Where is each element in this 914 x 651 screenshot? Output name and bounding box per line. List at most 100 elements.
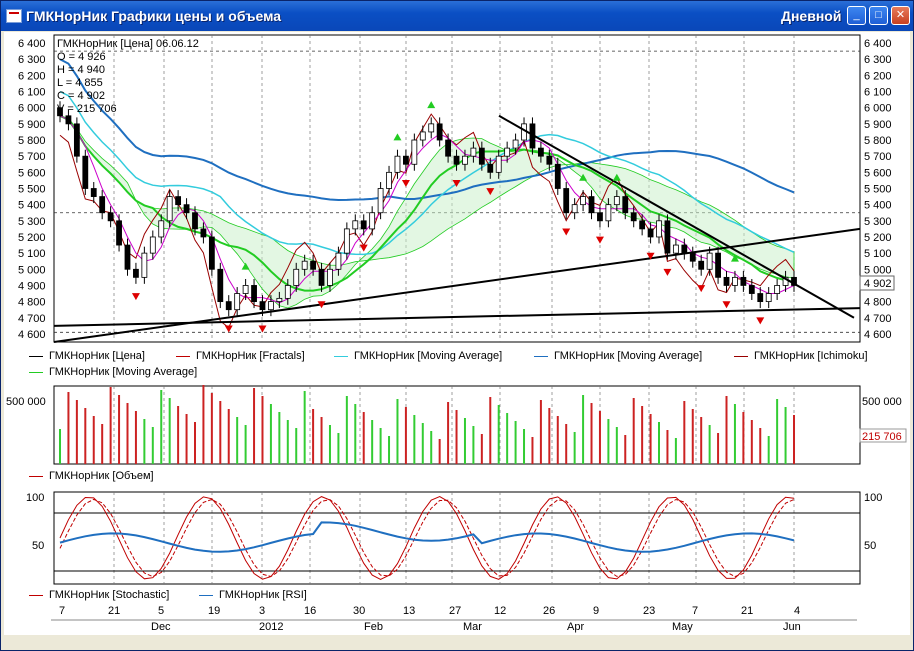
price-tick-label: 5 900 <box>18 119 46 131</box>
legend-stochastic[interactable]: ГМКНорНик [Stochastic] <box>29 589 169 601</box>
candle-body <box>757 293 764 303</box>
candle-body <box>251 285 257 303</box>
price-tick-label: 5 700 <box>864 151 892 163</box>
candle-body <box>723 276 730 286</box>
candle-body <box>681 244 688 254</box>
candle-body <box>478 147 485 165</box>
current-volume-box <box>859 428 907 443</box>
close-button[interactable]: ✕ <box>891 6 910 25</box>
oscillator-chart[interactable]: 100 50 100 50 <box>4 490 910 635</box>
candle-body <box>732 276 738 286</box>
price-pane[interactable]: 6 400 6 300 6 200 6 100 6 000 5 900 5 800 5 700… <box>4 32 910 382</box>
maximize-button[interactable]: □ <box>869 6 888 25</box>
fractal-down-marker <box>258 325 267 333</box>
date-month: Apr <box>567 621 585 633</box>
candle-body <box>327 268 333 286</box>
candle-body <box>647 228 654 238</box>
date-day: 23 <box>643 605 656 617</box>
volume-pane[interactable]: 500 000 500 000 215 706 ГМКНорНик [Объем… <box>4 384 910 488</box>
date-day: 3 <box>259 605 266 617</box>
price-tick-label: 5 000 <box>18 264 46 276</box>
date-day: 21 <box>741 605 754 617</box>
price-tick-label: 5 900 <box>864 119 892 131</box>
legend-fractals[interactable]: ГМКНорНик [Fractals] <box>176 350 305 362</box>
ma-green-line <box>59 114 795 292</box>
legend-rsi[interactable]: ГМКНорНик [RSI] <box>199 589 307 601</box>
candle-body <box>630 212 637 222</box>
legend-label: ГМКНорНик [Объем] <box>49 470 154 482</box>
date-day: 9 <box>593 605 600 617</box>
candle-body <box>419 131 426 141</box>
candle-body <box>597 212 603 222</box>
info-header: ГМКНорНик [Цена] 06.06.12 <box>57 38 199 50</box>
legend-label: ГМКНорНик [Ichimoku] <box>754 350 868 362</box>
period-label[interactable]: Дневной <box>781 8 842 24</box>
fractal-up-marker <box>579 173 588 181</box>
candle-body <box>200 228 207 238</box>
legend-price[interactable]: ГМКНорНик [Цена] <box>29 350 145 362</box>
legend-ichimoku[interactable]: ГМКНорНик [Ichimoku] <box>734 350 868 362</box>
legend-volume[interactable]: ГМКНорНик [Объем] <box>29 470 154 482</box>
candle-body <box>698 260 705 270</box>
osc-tick-100-right: 100 <box>864 492 882 504</box>
legend-ma-cyan[interactable]: ГМКНорНик [Moving Average] <box>334 350 502 362</box>
legend-swatch <box>334 355 348 357</box>
price-tick-label: 6 000 <box>864 103 892 115</box>
info-close: C = 4 902 <box>57 90 106 102</box>
candle-body <box>133 268 139 278</box>
date-day: 7 <box>59 605 66 617</box>
oscillator-pane[interactable]: 100 50 100 50 ГМКНорНик [Stochastic] ГМК… <box>4 490 910 635</box>
fractal-down-marker <box>452 180 461 188</box>
price-tick-label: 5 400 <box>864 200 892 212</box>
candle-body <box>740 276 747 286</box>
candle-body <box>276 297 283 303</box>
date-day: 21 <box>108 605 121 617</box>
candle-body <box>124 244 131 270</box>
candle-body <box>403 155 409 165</box>
legend-label: ГМКНорНик [RSI] <box>219 589 307 601</box>
price-tick-label: 5 700 <box>18 151 46 163</box>
candle-body <box>386 171 392 189</box>
candle-body <box>335 252 342 270</box>
legend-swatch <box>534 355 548 357</box>
date-day: 19 <box>208 605 221 617</box>
candle-body <box>73 123 80 157</box>
candle-body <box>394 155 401 173</box>
candle-body <box>192 212 198 230</box>
price-tick-label: 6 300 <box>18 54 46 66</box>
fractal-down-marker <box>359 244 368 252</box>
candle-body <box>774 285 781 294</box>
candle-body <box>546 155 553 165</box>
legend-swatch <box>199 594 213 596</box>
legend-ma-green[interactable]: ГМКНорНик [Moving Average] <box>29 366 197 378</box>
date-day: 4 <box>794 605 801 617</box>
date-month: Mar <box>463 621 482 633</box>
price-chart[interactable]: 6 400 6 300 6 200 6 100 6 000 5 900 5 800 5 700… <box>4 32 910 382</box>
volume-chart[interactable]: 500 000 500 000 215 706 <box>4 384 910 488</box>
volume-tick-left: 500 000 <box>6 396 46 408</box>
price-tick-label: 5 100 <box>18 248 46 260</box>
candle-body <box>504 147 511 157</box>
volume-tick-right: 500 000 <box>862 396 902 408</box>
ma-magenta-line <box>59 115 795 304</box>
chart-area[interactable]: 6 400 6 300 6 200 6 100 6 000 5 900 5 800 5 700… <box>4 32 910 635</box>
candle-body <box>672 244 679 254</box>
price-tick-label: 6 100 <box>864 87 892 99</box>
price-tick-label: 5 600 <box>864 167 892 179</box>
candle-body <box>706 252 713 270</box>
candle-body <box>639 220 646 230</box>
info-low: L = 4 855 <box>57 77 103 89</box>
legend-label: ГМКНорНик [Moving Average] <box>554 350 703 362</box>
chart-app-icon[interactable] <box>6 9 22 23</box>
candle-body <box>689 252 696 262</box>
date-axis[interactable]: 7 21 5 19 3 16 30 13 27 12 26 9 23 7 21 … <box>51 604 857 636</box>
price-tick-label: 5 000 <box>864 264 892 276</box>
osc-tick-50-right: 50 <box>864 540 876 552</box>
minimize-button[interactable]: _ <box>847 6 866 25</box>
legend-ma-blue[interactable]: ГМКНорНик [Moving Average] <box>534 350 702 362</box>
price-tick-label: 4 600 <box>18 329 46 341</box>
legend-swatch <box>734 355 748 357</box>
title-bar[interactable]: ГМКНорНик Графики цены и объема Дневной … <box>1 1 913 31</box>
price-tick-label: 5 300 <box>18 216 46 228</box>
fractal-down-marker <box>131 293 140 301</box>
